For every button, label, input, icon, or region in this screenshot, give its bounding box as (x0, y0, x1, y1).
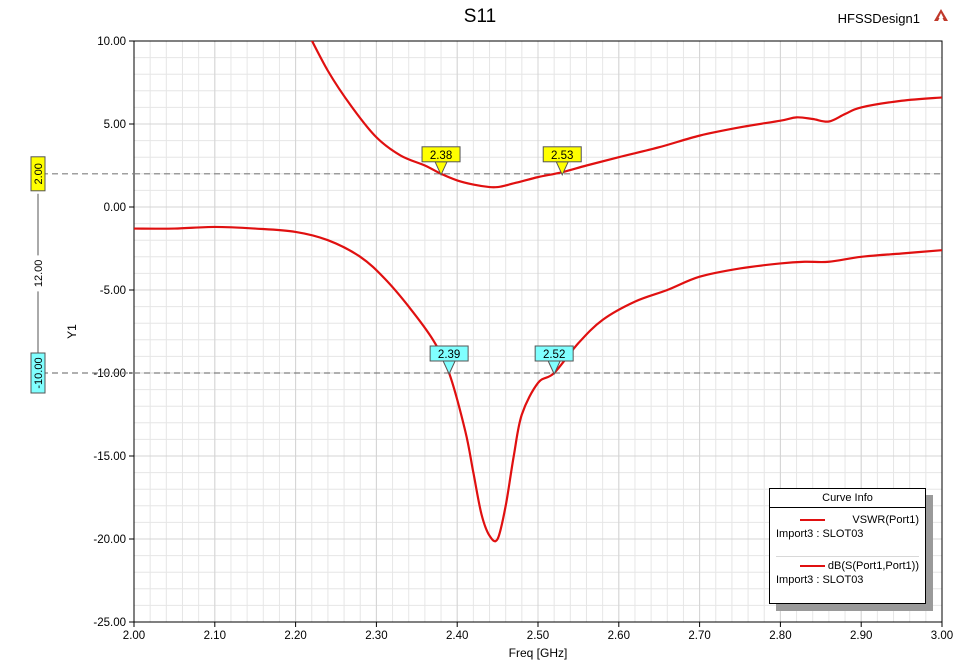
legend-series-name: VSWR(Port1) (852, 514, 919, 526)
marker-box (429, 345, 469, 362)
marker-box (542, 146, 582, 163)
series-line-vswr (310, 41, 942, 189)
x-tick-label: 2.00 (123, 630, 145, 642)
legend-series-name: dB(S(Port1,Port1)) (827, 560, 919, 572)
y-tick-label: 10.00 (97, 36, 126, 48)
reference-marker-label: 2.00 (33, 163, 45, 184)
x-tick-label: 2.40 (446, 630, 468, 642)
legend-series-source: Import3 : SLOT03 (776, 574, 864, 586)
ansys-logo-icon (934, 9, 948, 21)
y-tick-label: -10.00 (93, 368, 126, 380)
y-axis-label: Y1 (65, 324, 79, 339)
x-tick-label: 2.70 (688, 630, 710, 642)
legend-swatch-db-s11 (800, 565, 825, 567)
legend-title: Curve Info (770, 489, 925, 508)
marker-box (534, 345, 574, 362)
marker-box (421, 146, 461, 163)
delta-label: 12.00 (33, 260, 45, 288)
x-tick-label: 2.20 (284, 630, 306, 642)
y-tick-label: -20.00 (93, 534, 126, 546)
marker-label: 2.53 (551, 150, 573, 162)
legend-swatch-vswr (800, 519, 825, 521)
delta-label-bg (31, 255, 45, 292)
x-tick-label: 2.90 (850, 630, 872, 642)
legend-series-source: Import3 : SLOT03 (776, 528, 864, 540)
y-tick-label: -5.00 (100, 285, 126, 297)
reference-marker-box (30, 156, 46, 192)
curve-info-legend: Curve Info VSWR(Port1) Import3 : SLOT03 … (769, 488, 926, 604)
legend-item-db-s11[interactable]: dB(S(Port1,Port1)) Import3 : SLOT03 (770, 557, 925, 605)
x-tick-label: 2.60 (608, 630, 630, 642)
y-tick-label: 5.00 (104, 119, 126, 131)
reference-marker-label: -10.00 (33, 357, 45, 388)
legend-item-vswr[interactable]: VSWR(Port1) Import3 : SLOT03 (770, 508, 925, 556)
y-tick-label: -15.00 (93, 451, 126, 463)
marker-label: 2.52 (543, 349, 565, 361)
x-tick-label: 3.00 (931, 630, 953, 642)
design-name: HFSSDesign1 (837, 11, 920, 26)
series-line-db-s11 (134, 225, 942, 543)
chart-title: S11 (463, 6, 497, 27)
y-tick-label: -25.00 (93, 617, 126, 629)
x-tick-label: 2.80 (769, 630, 791, 642)
marker-label: 2.38 (430, 150, 452, 162)
plot-frame (133, 40, 943, 623)
legend-separator (776, 556, 919, 557)
reference-marker-box (30, 352, 46, 394)
y-tick-label: 0.00 (104, 202, 126, 214)
x-tick-label: 2.50 (527, 630, 549, 642)
x-axis-label: Freq [GHz] (509, 646, 568, 660)
marker-label: 2.39 (438, 349, 460, 361)
x-tick-label: 2.30 (365, 630, 387, 642)
x-tick-label: 2.10 (204, 630, 226, 642)
